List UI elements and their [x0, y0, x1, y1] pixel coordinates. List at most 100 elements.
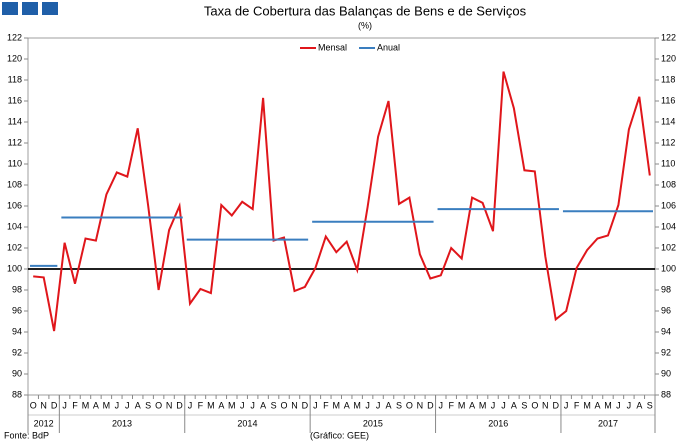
x-tick-label: N — [40, 400, 47, 410]
y-tick-label: 96 — [661, 305, 671, 315]
x-tick-label: J — [188, 400, 193, 410]
x-tick-label: J — [439, 400, 444, 410]
x-tick-label: A — [469, 400, 475, 410]
y-tick-label: 116 — [661, 95, 675, 105]
x-tick-label: A — [344, 400, 350, 410]
year-label: 2014 — [237, 418, 257, 428]
x-tick-label: M — [583, 400, 591, 410]
y-tick-label: 118 — [8, 74, 22, 84]
y-tick-label: 104 — [7, 221, 22, 231]
y-tick-label: 108 — [7, 179, 22, 189]
y-tick-label: 110 — [661, 158, 675, 168]
x-tick-label: A — [93, 400, 99, 410]
logo-square — [22, 2, 38, 15]
x-tick-label: F — [198, 400, 204, 410]
y-tick-label: 120 — [661, 53, 676, 63]
x-tick-label: J — [365, 400, 370, 410]
x-tick-label: D — [51, 400, 58, 410]
x-tick-label: S — [271, 400, 277, 410]
y-tick-label: 114 — [661, 116, 675, 126]
y-tick-label: 108 — [661, 179, 676, 189]
y-tick-label: 94 — [12, 326, 22, 336]
chart-subtitle: (%) — [358, 20, 372, 30]
line-series — [33, 71, 651, 332]
x-tick-label: J — [240, 400, 245, 410]
x-tick-label: D — [427, 400, 434, 410]
x-tick-label: O — [30, 400, 37, 410]
x-tick-label: M — [228, 400, 236, 410]
y-tick-label: 90 — [12, 368, 22, 378]
x-tick-label: M — [479, 400, 487, 410]
legend-label: Anual — [377, 42, 400, 52]
x-tick-label: A — [218, 400, 224, 410]
x-tick-label: J — [616, 400, 621, 410]
y-tick-label: 106 — [7, 200, 22, 210]
x-tick-label: O — [531, 400, 538, 410]
x-tick-label: F — [323, 400, 329, 410]
x-tick-label: J — [627, 400, 632, 410]
x-tick-label: J — [62, 400, 67, 410]
y-tick-label: 92 — [661, 347, 671, 357]
source: Fonte: BdP — [4, 430, 49, 440]
x-tick-label: F — [72, 400, 78, 410]
x-tick-label: M — [458, 400, 466, 410]
x-tick-label: N — [417, 400, 424, 410]
y-tick-label: 96 — [12, 305, 22, 315]
x-tick-label: M — [82, 400, 90, 410]
y-tick-label: 98 — [661, 284, 671, 294]
legend-label: Mensal — [318, 42, 347, 52]
x-tick-label: J — [501, 400, 506, 410]
y-tick-label: 112 — [661, 137, 675, 147]
x-tick-label: A — [595, 400, 601, 410]
logo-square — [42, 2, 58, 15]
x-tick-label: J — [125, 400, 130, 410]
year-label: 2016 — [488, 418, 508, 428]
year-label: 2012 — [34, 418, 54, 428]
x-tick-label: O — [281, 400, 288, 410]
year-label: 2015 — [363, 418, 383, 428]
y-tick-label: 102 — [661, 242, 676, 252]
y-tick-label: 106 — [661, 200, 676, 210]
y-tick-label: 92 — [12, 347, 22, 357]
x-tick-label: F — [574, 400, 580, 410]
x-tick-label: M — [103, 400, 111, 410]
x-tick-label: M — [333, 400, 341, 410]
y-tick-label: 122 — [661, 32, 676, 42]
x-tick-label: A — [386, 400, 392, 410]
x-tick-label: J — [491, 400, 496, 410]
y-tick-label: 112 — [8, 137, 22, 147]
x-tick-label: F — [448, 400, 454, 410]
x-tick-label: J — [115, 400, 120, 410]
year-label: 2013 — [112, 418, 132, 428]
logo-square — [2, 2, 18, 15]
x-tick-label: N — [166, 400, 173, 410]
y-tick-label: 110 — [8, 158, 22, 168]
x-tick-label: D — [176, 400, 183, 410]
y-tick-label: 100 — [661, 263, 676, 273]
x-tick-label: M — [207, 400, 215, 410]
x-tick-label: A — [135, 400, 141, 410]
x-tick-label: J — [250, 400, 255, 410]
chart-title: Taxa de Cobertura das Balanças de Bens e… — [204, 3, 527, 18]
x-tick-label: M — [604, 400, 612, 410]
x-tick-label: J — [376, 400, 381, 410]
x-tick-label: S — [647, 400, 653, 410]
y-tick-label: 120 — [7, 53, 22, 63]
x-tick-label: S — [145, 400, 151, 410]
y-tick-label: 104 — [661, 221, 676, 231]
y-tick-label: 116 — [8, 95, 22, 105]
x-tick-label: J — [313, 400, 318, 410]
x-tick-label: J — [564, 400, 569, 410]
y-tick-label: 122 — [7, 32, 22, 42]
y-tick-label: 114 — [8, 116, 22, 126]
x-tick-label: N — [291, 400, 298, 410]
x-tick-label: D — [302, 400, 309, 410]
x-tick-label: A — [511, 400, 517, 410]
x-tick-label: S — [521, 400, 527, 410]
x-tick-label: O — [155, 400, 162, 410]
plot-area — [27, 37, 656, 396]
x-tick-label: N — [542, 400, 549, 410]
y-tick-label: 94 — [661, 326, 671, 336]
credit: (Gráfico: GEE) — [310, 430, 369, 440]
